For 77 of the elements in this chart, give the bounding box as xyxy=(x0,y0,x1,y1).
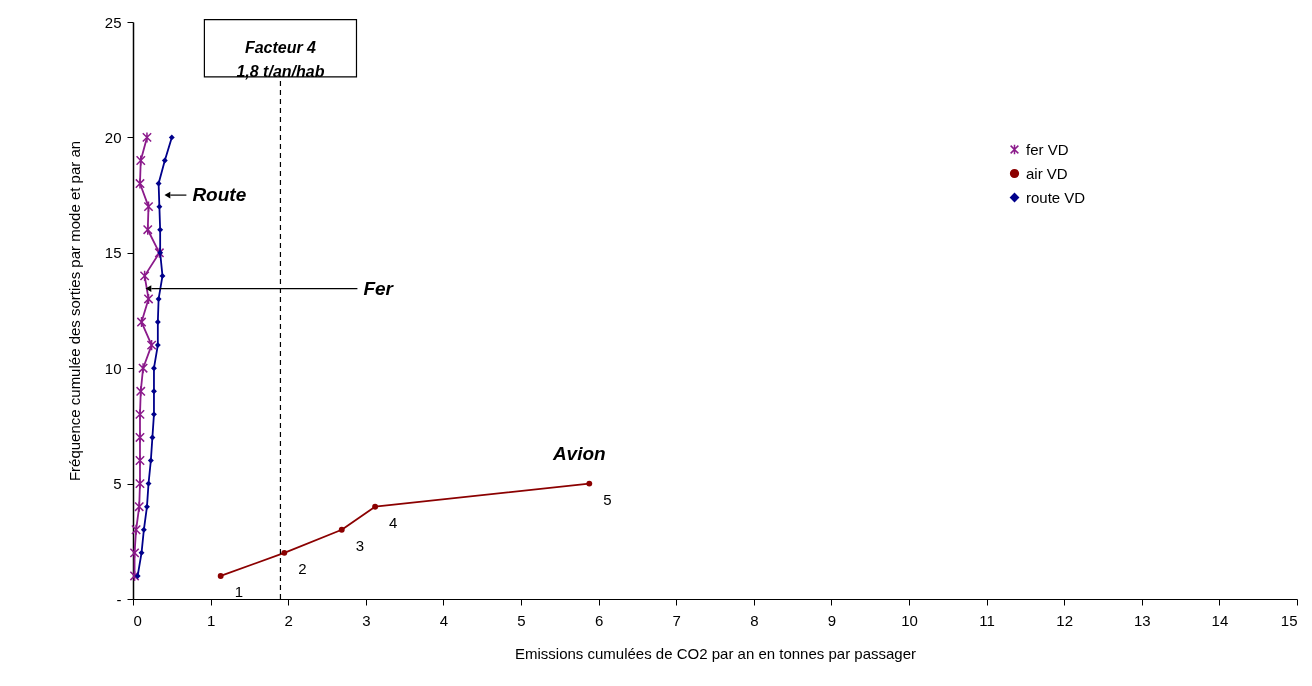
point xyxy=(146,339,157,351)
data-label: 1 xyxy=(234,582,244,600)
x-tick-label: 2 xyxy=(284,611,293,629)
point xyxy=(154,319,161,325)
point xyxy=(147,457,154,464)
legend-label: route VD xyxy=(1026,188,1086,206)
ref-line-label: Facteur 4 1,8 t/an/hab xyxy=(236,38,325,80)
x-tick-label: 5 xyxy=(517,611,526,629)
point xyxy=(138,362,149,374)
point xyxy=(135,177,145,190)
point xyxy=(135,154,146,167)
legend-label: fer VD xyxy=(1026,140,1069,158)
x-tick-label: 10 xyxy=(901,611,918,629)
point xyxy=(145,480,152,487)
point xyxy=(131,523,142,536)
y-tick-label: 20 xyxy=(104,128,122,146)
point xyxy=(150,365,157,372)
point xyxy=(142,223,153,236)
x-tick-label: 12 xyxy=(1056,611,1074,629)
annotation: Route xyxy=(192,184,247,206)
y-tick-label: - xyxy=(116,590,122,608)
point xyxy=(135,454,145,467)
point xyxy=(157,226,164,233)
x-tick-label: 7 xyxy=(672,611,681,629)
x-tick-label: 15 xyxy=(1280,611,1298,629)
point xyxy=(281,549,288,556)
x-tick-label: 14 xyxy=(1211,611,1229,629)
data-label: 4 xyxy=(389,513,398,531)
point xyxy=(586,480,593,487)
data-label: 3 xyxy=(355,536,365,554)
x-tick-label: 9 xyxy=(827,611,837,629)
point xyxy=(217,572,224,579)
point xyxy=(135,431,145,444)
point xyxy=(150,388,157,395)
x-tick-label: 0 xyxy=(133,611,142,629)
x-tick-label: 13 xyxy=(1133,611,1151,629)
x-tick-label: 8 xyxy=(750,611,759,629)
point xyxy=(129,570,140,582)
point xyxy=(129,547,140,559)
point xyxy=(372,503,379,510)
point xyxy=(155,296,162,302)
point xyxy=(159,272,166,279)
point xyxy=(136,316,147,328)
x-tick-label: 3 xyxy=(362,611,371,629)
x-tick-label: 6 xyxy=(594,611,604,629)
x-tick-label: 11 xyxy=(979,611,995,629)
point xyxy=(154,342,161,349)
point xyxy=(135,385,146,398)
point xyxy=(143,200,154,213)
point xyxy=(139,270,150,282)
x-tick-label: 1 xyxy=(206,611,216,629)
point xyxy=(161,157,168,164)
point xyxy=(155,180,162,187)
point xyxy=(140,526,147,533)
point xyxy=(135,477,145,490)
data-label: 5 xyxy=(603,490,612,508)
legend-label: air VD xyxy=(1026,164,1068,182)
annotation: Avion xyxy=(551,442,606,464)
point xyxy=(143,293,154,305)
annotation: Fer xyxy=(363,277,395,299)
x-tick-label: 4 xyxy=(439,611,449,629)
x-axis-title: Emissions cumulées de CO2 par an en tonnes par passager xyxy=(514,644,917,662)
point xyxy=(135,408,145,421)
point xyxy=(134,572,141,579)
y-tick-label: 10 xyxy=(104,359,122,377)
point xyxy=(150,411,157,418)
y-tick-label: 25 xyxy=(104,13,122,31)
data-label: 2 xyxy=(298,559,307,577)
point xyxy=(338,526,345,533)
y-tick-label: 15 xyxy=(104,244,122,262)
y-axis-title: Fréquence cumulée des sorties par mode et par an xyxy=(65,140,83,482)
point xyxy=(168,134,175,141)
point xyxy=(144,503,150,510)
point xyxy=(142,131,152,144)
point xyxy=(134,500,145,513)
point xyxy=(138,549,145,556)
y-tick-label: 5 xyxy=(113,475,122,493)
